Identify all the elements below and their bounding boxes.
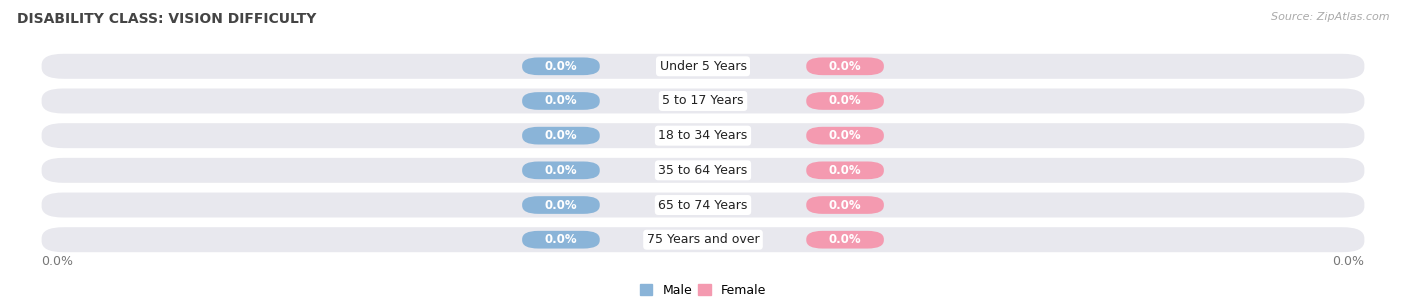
- FancyBboxPatch shape: [42, 123, 1364, 148]
- Text: 75 Years and over: 75 Years and over: [647, 233, 759, 246]
- FancyBboxPatch shape: [42, 54, 1364, 79]
- Text: 0.0%: 0.0%: [1333, 255, 1364, 268]
- Text: 0.0%: 0.0%: [828, 199, 862, 211]
- Text: 0.0%: 0.0%: [544, 95, 578, 107]
- Text: 0.0%: 0.0%: [828, 233, 862, 246]
- Legend: Male, Female: Male, Female: [640, 284, 766, 297]
- FancyBboxPatch shape: [806, 162, 884, 179]
- FancyBboxPatch shape: [522, 231, 600, 248]
- Text: 0.0%: 0.0%: [828, 95, 862, 107]
- FancyBboxPatch shape: [806, 196, 884, 214]
- Text: 0.0%: 0.0%: [544, 164, 578, 177]
- Text: 0.0%: 0.0%: [828, 164, 862, 177]
- Text: 0.0%: 0.0%: [42, 255, 73, 268]
- Text: 0.0%: 0.0%: [544, 129, 578, 142]
- FancyBboxPatch shape: [806, 127, 884, 144]
- FancyBboxPatch shape: [42, 192, 1364, 218]
- FancyBboxPatch shape: [806, 92, 884, 110]
- FancyBboxPatch shape: [522, 127, 600, 144]
- Text: 0.0%: 0.0%: [544, 199, 578, 211]
- Text: 0.0%: 0.0%: [544, 233, 578, 246]
- Text: 5 to 17 Years: 5 to 17 Years: [662, 95, 744, 107]
- Text: 18 to 34 Years: 18 to 34 Years: [658, 129, 748, 142]
- Text: Source: ZipAtlas.com: Source: ZipAtlas.com: [1271, 12, 1389, 22]
- FancyBboxPatch shape: [522, 162, 600, 179]
- FancyBboxPatch shape: [806, 58, 884, 75]
- Text: 65 to 74 Years: 65 to 74 Years: [658, 199, 748, 211]
- Text: 35 to 64 Years: 35 to 64 Years: [658, 164, 748, 177]
- FancyBboxPatch shape: [806, 231, 884, 248]
- FancyBboxPatch shape: [522, 92, 600, 110]
- FancyBboxPatch shape: [522, 196, 600, 214]
- FancyBboxPatch shape: [42, 227, 1364, 252]
- Text: Under 5 Years: Under 5 Years: [659, 60, 747, 73]
- Text: DISABILITY CLASS: VISION DIFFICULTY: DISABILITY CLASS: VISION DIFFICULTY: [17, 12, 316, 26]
- FancyBboxPatch shape: [42, 88, 1364, 114]
- Text: 0.0%: 0.0%: [828, 129, 862, 142]
- FancyBboxPatch shape: [522, 58, 600, 75]
- FancyBboxPatch shape: [42, 158, 1364, 183]
- Text: 0.0%: 0.0%: [828, 60, 862, 73]
- Text: 0.0%: 0.0%: [544, 60, 578, 73]
